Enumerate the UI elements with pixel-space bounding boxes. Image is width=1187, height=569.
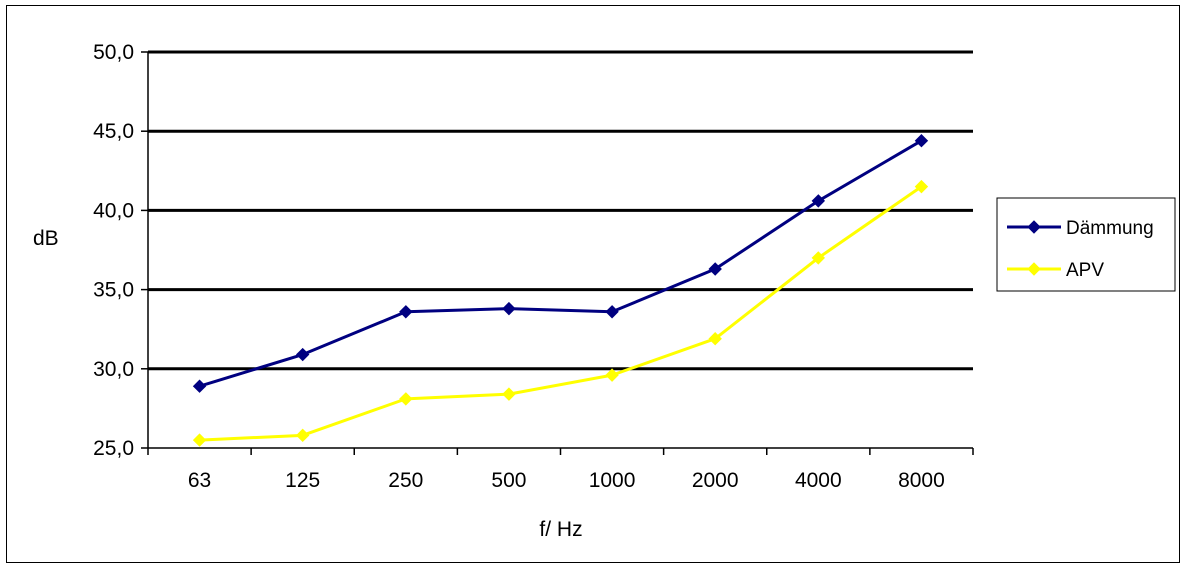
legend-swatch-marker (1027, 220, 1041, 234)
x-tick-label: 4000 (795, 469, 842, 492)
chart-frame (6, 5, 1180, 563)
data-point (708, 262, 722, 276)
x-tick-label: 2000 (692, 469, 739, 492)
y-axis: 25,0 30,0 35,0 40,0 45,0 50,0 (93, 41, 149, 460)
data-point (914, 133, 929, 148)
x-axis: 63 125 250 500 1000 2000 4000 8000 (147, 447, 974, 492)
data-point (192, 433, 207, 447)
legend-swatch-marker (1027, 262, 1041, 276)
y-tick-label: 50,0 (93, 41, 134, 64)
gridlines (148, 50, 973, 371)
x-tick-label: 250 (388, 469, 423, 492)
y-tick-label: 45,0 (93, 120, 134, 143)
y-axis-title: dB (33, 227, 59, 250)
series-line-1 (199, 185, 923, 442)
data-point (295, 347, 310, 362)
data-point (295, 428, 310, 443)
series-group (192, 133, 929, 447)
data-point (605, 305, 619, 319)
legend-label: APV (1066, 260, 1104, 281)
legend-box (996, 197, 1176, 292)
x-tick-label: 63 (188, 469, 211, 492)
legend: Dämmung APV (996, 197, 1176, 292)
data-point (914, 179, 929, 194)
legend-label: Dämmung (1066, 218, 1154, 239)
data-point (605, 368, 619, 382)
x-tick-label: 1000 (589, 469, 636, 492)
data-point (192, 379, 207, 393)
y-tick-label: 35,0 (93, 279, 134, 302)
data-point (399, 392, 413, 406)
y-tick-label: 30,0 (93, 358, 134, 381)
x-axis-title: f/ Hz (539, 518, 582, 541)
data-point (811, 251, 826, 265)
y-tick-label: 40,0 (93, 199, 134, 222)
x-tick-label: 125 (285, 469, 320, 492)
data-point (811, 194, 826, 208)
series-line-0 (199, 139, 923, 388)
data-point (708, 331, 722, 346)
x-tick-label: 8000 (898, 469, 945, 492)
data-point (502, 387, 516, 401)
y-tick-label: 25,0 (93, 437, 134, 460)
data-point (502, 301, 516, 316)
data-point (399, 305, 413, 319)
x-tick-label: 500 (491, 469, 526, 492)
